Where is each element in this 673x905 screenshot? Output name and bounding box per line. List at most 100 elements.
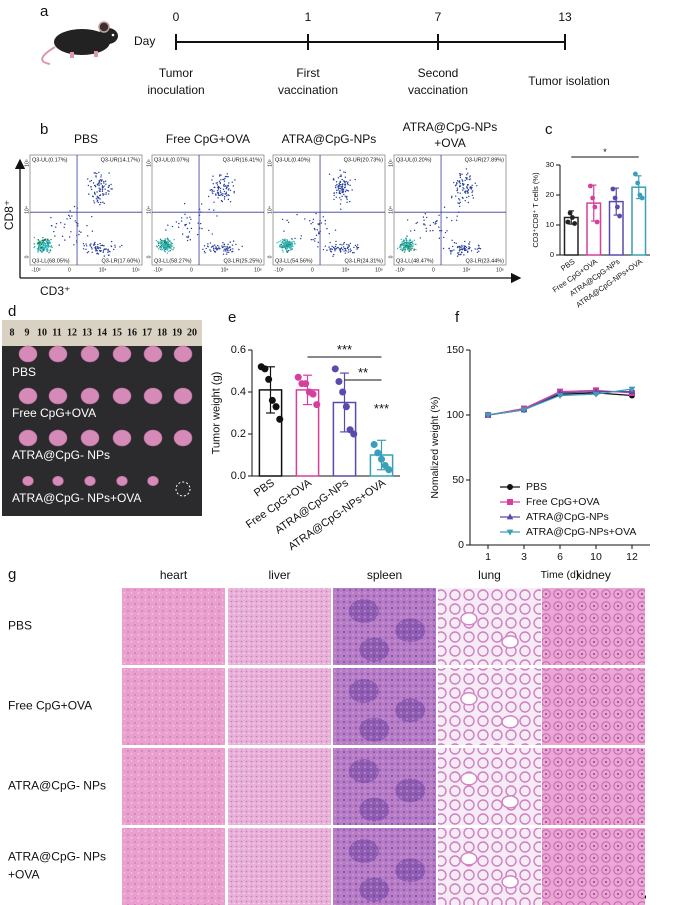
quadrant-label: Q3-UR(16.41%) [223,157,263,163]
flow-event [457,192,459,194]
flow-event [289,249,291,251]
row-label: ATRA@CpG- NPs [8,779,106,793]
flow-event [45,243,47,245]
flow-event [160,246,163,248]
flow-event [156,246,158,248]
flow-event [459,185,461,187]
flow-event [465,246,468,249]
flow-event [158,241,160,243]
quadrant-label: Q3-UL(0.20%) [396,157,432,163]
flow-event [223,190,226,193]
flow-x-tick: 10⁵ [496,267,504,273]
flow-event [40,247,42,250]
flow-event [186,236,188,238]
flow-event [87,178,89,180]
flow-event [33,236,36,239]
tumor [84,475,96,487]
flow-event [169,250,172,252]
histology-texture [438,828,541,905]
flow-event [227,251,230,254]
tumor [112,429,132,447]
data-point [374,449,382,457]
flow-event [188,222,191,224]
flow-event [464,245,467,248]
flow-event [225,191,228,193]
histology-texture [438,588,541,665]
legend-marker [506,513,514,520]
flow-event [218,186,221,189]
flow-event [99,179,102,181]
flow-event [294,237,296,240]
flow-event [91,248,93,250]
flow-event [290,242,293,245]
flow-event [69,217,72,220]
airway [460,692,478,706]
data-point [313,401,321,409]
panel-label: e [228,309,236,326]
flow-event [217,188,220,190]
flow-event [338,248,341,250]
flow-event [217,192,220,194]
flow-event [223,178,225,181]
flow-event [458,250,461,252]
flow-event [347,246,349,249]
flow-event [328,232,330,235]
flow-event [167,246,170,248]
flow-event [83,244,85,247]
flow-event [465,176,467,179]
flow-event [314,238,316,240]
flow-event [91,251,93,254]
flow-event [215,182,218,184]
flow-event [181,233,184,235]
flow-event [285,242,287,245]
flow-event [170,241,172,244]
flow-event [328,246,330,248]
flow-event [48,245,50,247]
flow-event [288,242,290,245]
flow-event [292,245,294,248]
flow-event [50,216,52,219]
flow-plot: Q3-UL(0.17%) Q3-UR(14.17%) Q3-LL(68.05%) Q3… [24,132,143,273]
row-label: PBS [8,619,32,633]
flow-event [67,214,70,217]
flow-event [226,249,229,251]
flow-event [415,243,417,245]
flow-event [80,231,82,233]
flow-event [280,246,282,249]
flow-event [215,193,217,195]
flow-event [411,240,414,243]
panel-label: g [8,566,16,583]
flow-event [339,203,342,205]
data-point [614,204,620,210]
flow-event [175,221,178,223]
flow-event [105,192,107,194]
flow-event [439,230,441,232]
flow-event [335,181,338,183]
flow-event [471,186,473,189]
flow-event [221,245,223,247]
flow-event [457,252,460,254]
day-number: 0 [173,10,180,24]
flow-event [339,251,342,253]
flow-event [96,197,99,199]
flow-event [44,238,46,241]
data-point [617,213,623,219]
day-label: Day [134,34,155,48]
flow-event [167,248,169,250]
flow-event [184,224,186,226]
flow-event [344,183,346,185]
flow-event [226,245,228,248]
data-point [590,195,596,201]
flow-event [229,200,232,203]
column-header: spleen [367,568,402,582]
flow-event [354,178,356,181]
flow-event [226,173,228,175]
flow-y-tick: 10⁴ [267,206,273,214]
flow-event [217,197,219,199]
y-tick-label: 150 [446,344,464,356]
flow-event [347,190,350,192]
flow-event [110,240,113,243]
flow-event [425,227,427,230]
flow-event [225,247,227,249]
flow-event [47,241,50,243]
